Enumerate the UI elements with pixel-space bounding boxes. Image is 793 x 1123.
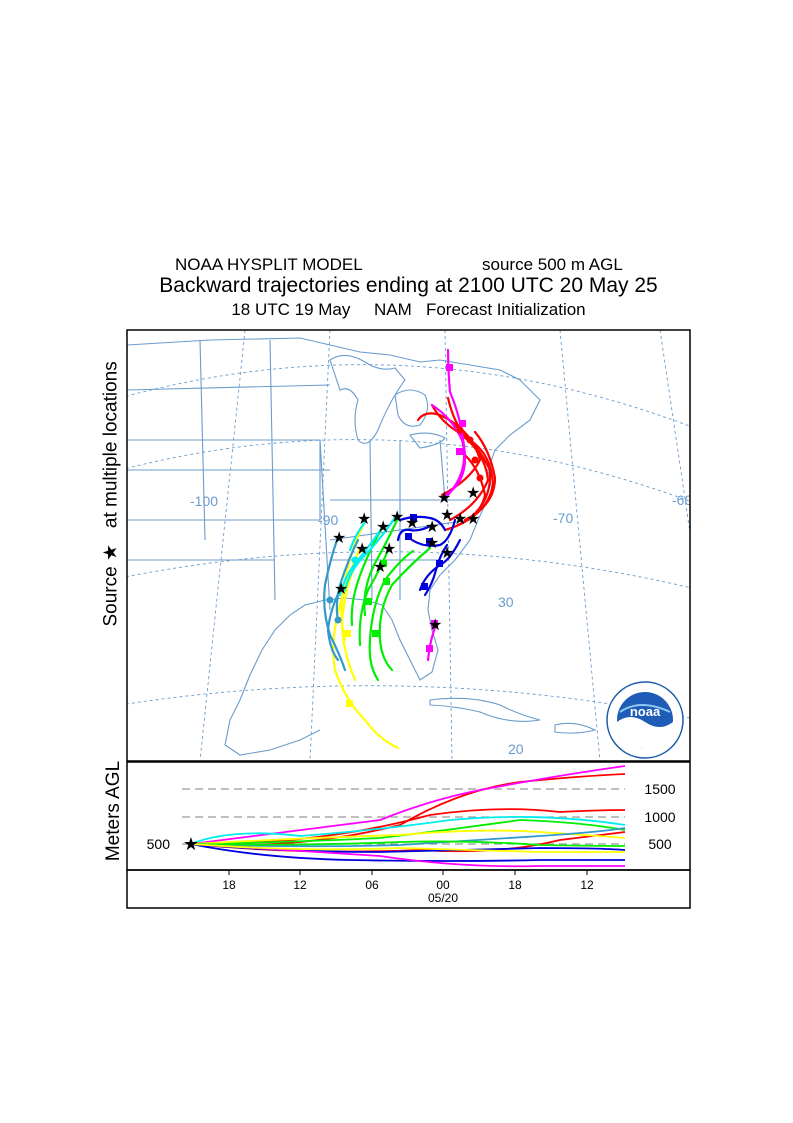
altitude-labels: 500 1500 1000 500 — [147, 781, 676, 852]
map-panel: -100 -90 -70 -60 30 20 — [126, 329, 692, 762]
lon-label-100: -100 — [190, 493, 218, 509]
meteorology-line: 18 UTC 19 May NAM Forecast Initializatio… — [231, 300, 586, 319]
trajectory-markers — [326, 364, 484, 707]
source-star-icon: ★ — [437, 488, 451, 507]
source-star-icon: ★ — [357, 509, 371, 528]
source-star-icon: ★ — [466, 483, 480, 502]
altitude-traces — [190, 765, 626, 868]
time-axis-ticks — [228, 870, 588, 875]
altitude-label-500: 500 — [648, 836, 672, 852]
altitude-label-1000: 1000 — [644, 809, 675, 825]
altitude-left-label: 500 — [147, 836, 171, 852]
time-tick-label: 18 — [222, 878, 236, 892]
lat-label-30: 30 — [498, 594, 514, 610]
altitude-panel: 500 1500 1000 500 ★ — [126, 761, 691, 909]
lon-label-90: -90 — [318, 512, 338, 528]
date-label: 05/20 — [428, 891, 458, 905]
source-star-icon: ★ — [440, 543, 454, 562]
source-star-icon: ★ — [355, 539, 369, 558]
lat-label-20: 20 — [508, 741, 524, 757]
lon-label-70: -70 — [553, 510, 573, 526]
grid-labels: -100 -90 -70 -60 30 20 — [190, 492, 692, 757]
trajectory-steelblue — [323, 535, 360, 672]
altitude-source-star-icon: ★ — [183, 834, 199, 855]
source-star-icon: ★ — [440, 505, 454, 524]
source-height: source 500 m AGL — [482, 255, 623, 274]
trajectory-red — [416, 396, 497, 532]
source-star-icon: ★ — [405, 513, 419, 532]
source-star-icon: ★ — [373, 557, 387, 576]
time-tick-label: 00 — [436, 878, 450, 892]
source-star-icon: ★ — [390, 507, 404, 526]
time-tick-label: 12 — [580, 878, 594, 892]
time-axis-labels: 18 12 06 00 18 12 05/20 — [222, 878, 594, 905]
altitude-label-1500: 1500 — [644, 781, 675, 797]
source-markers: ★ ★ ★ ★ ★ ★ ★ ★ ★ ★ ★ ★ ★ ★ ★ ★ ★ ★ — [332, 483, 480, 634]
model-title: NOAA HYSPLIT MODEL — [175, 255, 363, 274]
map-frame — [126, 329, 691, 762]
source-star-icon: ★ — [376, 517, 390, 536]
time-axis-frame — [126, 869, 691, 909]
trajectory-lines — [323, 348, 497, 750]
coastlines — [127, 337, 597, 756]
lon-label-60: -60 — [672, 492, 692, 508]
source-star-icon: ★ — [382, 539, 396, 558]
source-star-icon: ★ — [334, 579, 348, 598]
source-star-icon: ★ — [425, 517, 439, 536]
source-star-icon: ★ — [453, 509, 467, 528]
source-star-icon: ★ — [466, 509, 480, 528]
time-tick-label: 18 — [508, 878, 522, 892]
trajectory-green — [350, 516, 432, 682]
source-star-icon: ★ — [425, 533, 439, 552]
noaa-logo: noaa — [606, 681, 684, 759]
noaa-logo-text: noaa — [630, 704, 661, 719]
time-tick-label: 06 — [365, 878, 379, 892]
source-star-icon: ★ — [332, 528, 346, 547]
chart-subtitle: Backward trajectories ending at 2100 UTC… — [159, 274, 658, 297]
time-tick-label: 12 — [293, 878, 307, 892]
source-star-icon: ★ — [428, 615, 442, 634]
